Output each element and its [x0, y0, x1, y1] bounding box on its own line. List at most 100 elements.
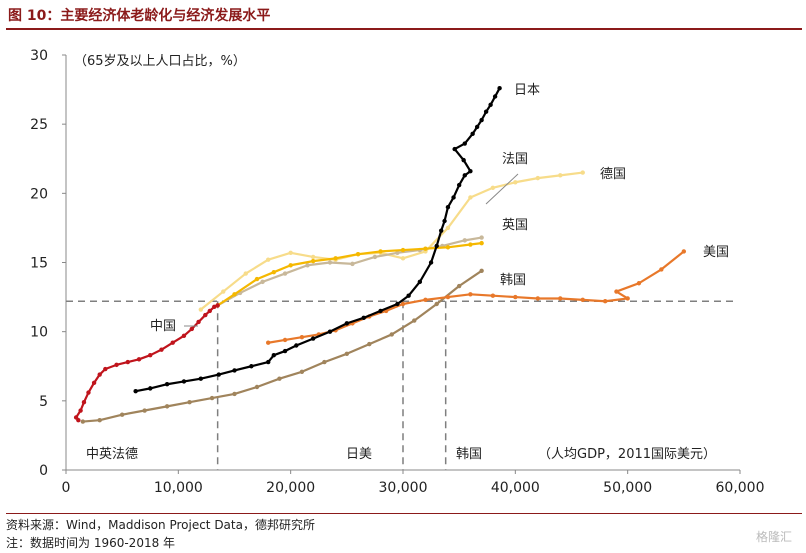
- series-line: [135, 87, 501, 393]
- ref-label-korea: 韩国: [456, 447, 482, 462]
- data-point: [513, 180, 518, 185]
- data-point: [142, 408, 147, 413]
- data-point: [271, 269, 277, 275]
- data-point: [462, 173, 467, 178]
- data-point: [310, 336, 316, 341]
- data-point: [558, 296, 563, 301]
- data-point: [378, 308, 383, 314]
- data-point: [181, 379, 187, 384]
- data-point: [580, 170, 585, 175]
- data-point: [468, 292, 473, 297]
- ref-label-major: 中英法德: [86, 447, 138, 462]
- y-tick-label: 20: [30, 186, 48, 202]
- series-line: [217, 242, 482, 307]
- figure-title: 图 10：主要经济体老龄化与经济发展水平: [8, 8, 271, 24]
- data-point: [97, 418, 102, 423]
- label-korea: 韩国: [500, 273, 526, 288]
- data-point: [288, 250, 293, 256]
- series-line: [75, 304, 219, 421]
- data-point: [400, 256, 406, 261]
- data-point: [73, 415, 79, 420]
- data-point: [438, 228, 444, 233]
- data-point: [344, 321, 350, 326]
- label-china: 中国: [150, 319, 176, 334]
- label-japan: 日本: [514, 83, 540, 98]
- data-point: [442, 218, 447, 224]
- y-tick-label: 25: [30, 117, 48, 133]
- series-德国: [198, 170, 585, 312]
- data-point: [479, 268, 484, 273]
- data-point: [395, 301, 400, 307]
- data-point: [164, 404, 170, 409]
- data-point: [372, 254, 378, 260]
- data-point: [148, 352, 153, 358]
- data-point: [282, 271, 288, 276]
- label-france: 法国: [502, 152, 528, 167]
- data-point: [389, 332, 394, 337]
- data-point: [187, 400, 192, 405]
- series-line: [82, 269, 483, 423]
- x-tick-label: 50,000: [603, 480, 652, 496]
- data-point: [243, 271, 248, 276]
- footer-rule: [6, 513, 802, 514]
- data-point: [378, 249, 383, 254]
- data-point: [580, 297, 585, 303]
- data-point: [456, 182, 462, 188]
- data-point: [203, 312, 208, 318]
- data-point: [479, 235, 484, 240]
- data-point: [189, 326, 195, 332]
- data-point: [103, 366, 108, 372]
- y-tick-label: 5: [39, 394, 48, 410]
- data-point: [423, 246, 428, 251]
- data-point: [282, 337, 288, 343]
- y-tick-label: 15: [30, 256, 48, 272]
- y-tick-label: 10: [30, 325, 48, 341]
- data-point: [333, 256, 338, 261]
- data-point: [451, 195, 456, 200]
- data-point: [254, 384, 260, 390]
- data-point: [445, 204, 451, 210]
- data-point: [260, 279, 265, 285]
- data-point: [254, 276, 260, 282]
- data-point: [327, 260, 333, 265]
- data-point: [400, 247, 406, 253]
- data-point: [164, 382, 170, 387]
- data-point: [490, 185, 496, 190]
- data-point: [114, 362, 119, 368]
- x-tick-label: 0: [62, 480, 71, 496]
- data-point: [479, 117, 484, 123]
- data-point: [452, 146, 457, 152]
- data-point: [216, 372, 221, 377]
- data-point: [148, 386, 153, 391]
- watermark: 格隆汇: [755, 530, 792, 544]
- data-point: [468, 195, 473, 200]
- data-point: [78, 408, 83, 413]
- data-point: [299, 369, 305, 374]
- data-point: [277, 376, 282, 381]
- y-axis-label: （65岁及以上人口占比，%）: [74, 54, 246, 69]
- data-point: [282, 348, 288, 354]
- data-point: [445, 294, 451, 300]
- series-日本: [133, 86, 502, 394]
- data-point: [266, 359, 271, 365]
- data-point: [474, 124, 480, 130]
- data-point: [299, 335, 305, 340]
- data-point: [470, 131, 475, 137]
- data-point: [159, 347, 164, 352]
- data-point: [462, 238, 467, 243]
- data-point: [80, 419, 86, 424]
- label-usa: 美国: [703, 245, 729, 260]
- data-point: [456, 283, 462, 289]
- data-point: [209, 395, 215, 401]
- data-point: [294, 343, 299, 348]
- data-point: [86, 390, 91, 395]
- data-point: [614, 289, 619, 294]
- data-point: [198, 376, 203, 381]
- data-point: [468, 242, 473, 247]
- data-point: [249, 364, 254, 369]
- data-point: [266, 257, 271, 262]
- data-point: [266, 340, 271, 345]
- data-point: [212, 304, 217, 309]
- data-point: [310, 258, 316, 264]
- data-point: [355, 252, 361, 257]
